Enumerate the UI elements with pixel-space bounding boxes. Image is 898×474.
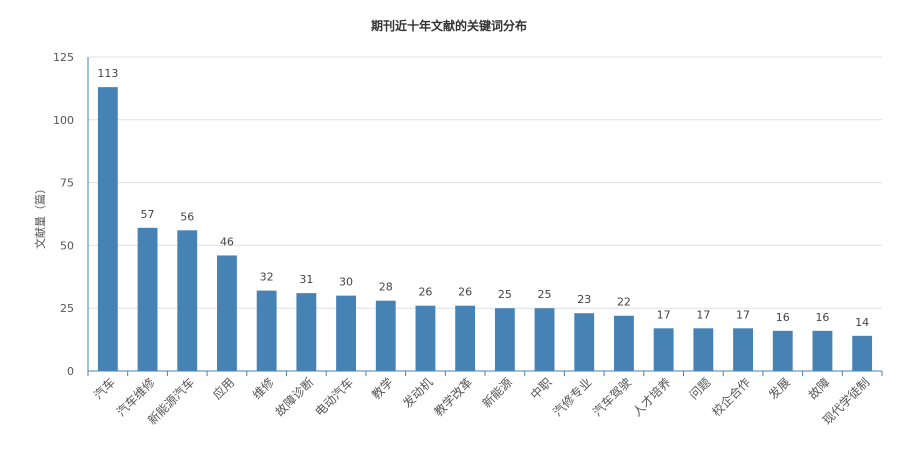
x-tick-label: 发动机 xyxy=(399,375,435,411)
data-label: 56 xyxy=(180,210,194,223)
bar xyxy=(336,295,356,371)
bar xyxy=(455,305,476,371)
y-tick-label: 100 xyxy=(53,114,74,127)
x-tick-label: 应用 xyxy=(209,375,237,403)
data-label: 113 xyxy=(97,67,118,80)
x-tick-label: 发展 xyxy=(765,375,793,403)
x-tick-label: 教学改革 xyxy=(431,375,476,420)
x-tick-label: 维修 xyxy=(249,375,277,403)
x-tick-label: 汽车 xyxy=(90,375,118,403)
bar xyxy=(256,290,277,371)
data-label: 23 xyxy=(577,293,591,306)
bar xyxy=(375,300,396,371)
bar xyxy=(653,328,674,371)
x-tick-label: 汽车驾驶 xyxy=(590,375,635,420)
x-tick-label: 故障 xyxy=(805,375,833,403)
x-tick-label: 校企合作 xyxy=(709,375,754,420)
y-axis-label: 文献量（篇） xyxy=(33,183,47,249)
data-label: 31 xyxy=(299,273,313,286)
x-tick-label: 教学 xyxy=(368,375,396,403)
x-tick-label: 问题 xyxy=(687,375,714,402)
bar xyxy=(614,315,634,371)
y-tick-label: 0 xyxy=(67,365,74,378)
y-tick-label: 25 xyxy=(60,302,74,315)
y-axis-ticks: 0 25 50 75 100 125 xyxy=(53,51,74,378)
data-label: 17 xyxy=(657,308,671,321)
x-tick-label: 电动汽车 xyxy=(312,375,357,420)
x-tick-label: 故障诊断 xyxy=(272,375,317,420)
data-label: 16 xyxy=(776,311,790,324)
data-label: 16 xyxy=(815,311,829,324)
bar xyxy=(97,87,118,372)
bar xyxy=(812,330,833,371)
y-tick-label: 125 xyxy=(53,51,74,64)
bar xyxy=(733,328,753,371)
data-label: 14 xyxy=(855,316,869,329)
bar xyxy=(137,227,158,371)
x-tick-label: 中职 xyxy=(527,375,555,403)
data-label: 26 xyxy=(418,286,432,299)
bar xyxy=(693,328,714,371)
bar xyxy=(217,255,237,371)
data-label: 32 xyxy=(260,271,274,284)
data-label: 26 xyxy=(458,286,472,299)
x-tick-label: 汽修专业 xyxy=(550,375,595,420)
data-label: 25 xyxy=(538,288,552,301)
data-labels: 113 57 56 46 32 31 30 28 26 26 25 25 23 22 17 17 17 16 16 1… xyxy=(97,67,869,329)
x-tick-label: 新能源 xyxy=(479,375,515,411)
bar xyxy=(772,330,793,371)
data-label: 22 xyxy=(617,296,631,309)
bar xyxy=(852,335,873,371)
gridlines xyxy=(88,56,882,309)
bars xyxy=(97,87,873,372)
x-tick-label: 人才培养 xyxy=(629,375,674,420)
chart-title: 期刊近十年文献的关键词分布 xyxy=(371,18,527,33)
bar xyxy=(296,293,317,371)
bar xyxy=(415,305,436,371)
data-label: 57 xyxy=(141,208,155,221)
data-label: 25 xyxy=(498,288,512,301)
y-tick-label: 50 xyxy=(60,239,74,252)
data-label: 46 xyxy=(220,235,234,248)
data-label: 17 xyxy=(736,308,750,321)
bar xyxy=(574,313,595,371)
bar xyxy=(494,308,515,371)
bar xyxy=(534,308,555,371)
bar xyxy=(177,230,198,371)
data-label: 30 xyxy=(339,276,353,289)
data-label: 17 xyxy=(696,308,710,321)
data-label: 28 xyxy=(379,281,393,294)
y-tick-label: 75 xyxy=(60,177,74,190)
axes xyxy=(87,57,883,376)
